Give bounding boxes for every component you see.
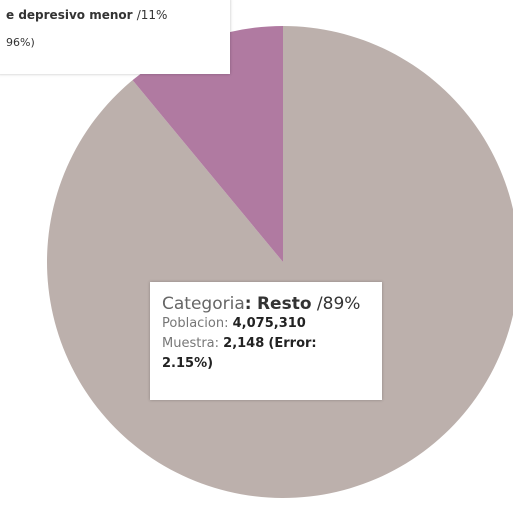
tooltip-line: 96%) — [6, 36, 35, 49]
separator: / — [136, 8, 141, 22]
tooltip: e depresivo menor /11% 96%) — [0, 0, 230, 74]
value: 2,148 — [223, 336, 265, 351]
pie-slice[interactable] — [132, 26, 283, 262]
label: Poblacion: — [162, 316, 229, 331]
category: Resto — [256, 294, 312, 314]
category: e depresivo menor — [6, 8, 133, 22]
value: (Error: 2.15%) — [162, 336, 317, 371]
value: 4,075,310 — [232, 316, 306, 331]
separator: / — [316, 294, 323, 314]
tooltip: Categoria: Resto /89% Poblacion: 4,075,3… — [150, 282, 382, 400]
label: Muestra: — [162, 336, 220, 351]
colon: : — [244, 294, 252, 314]
percent: 11% — [140, 8, 168, 22]
label: Categoria — [162, 294, 245, 314]
percent: 89% — [322, 294, 361, 314]
